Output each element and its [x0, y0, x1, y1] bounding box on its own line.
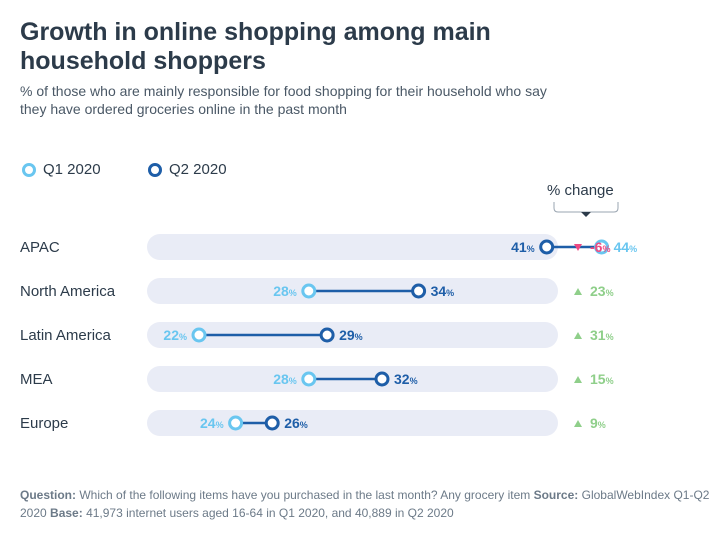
q1-point — [301, 283, 317, 299]
q2-value-label: 34% — [431, 283, 455, 299]
category-label: MEA — [20, 371, 53, 388]
q2-value-label: 29% — [339, 327, 363, 343]
q2-point — [264, 415, 280, 431]
q1-value-label: 28% — [273, 283, 297, 299]
row-track — [147, 322, 558, 348]
q2-point — [374, 371, 390, 387]
legend-q2-marker-icon — [148, 162, 162, 177]
q1-point — [191, 327, 207, 343]
q1-point — [228, 415, 244, 431]
q1-value-label: 44% — [614, 239, 638, 255]
pct-change-bracket — [553, 202, 619, 213]
category-label: North America — [20, 283, 116, 300]
pct-change-header: % change — [547, 182, 614, 199]
base-label: Base: — [50, 506, 83, 520]
change-up-icon — [574, 376, 582, 383]
q1-point — [301, 371, 317, 387]
legend-q2-label: Q2 2020 — [169, 161, 227, 178]
pct-change-label: 23% — [590, 283, 614, 299]
row-track — [147, 410, 558, 436]
change-up-icon — [574, 288, 582, 295]
q2-value-label: 26% — [284, 415, 308, 431]
q2-point — [539, 239, 555, 255]
pct-change-label: -6% — [590, 239, 610, 255]
legend-q2: Q2 2020 — [148, 161, 227, 178]
category-label: Europe — [20, 415, 68, 432]
pct-change-label: 15% — [590, 371, 614, 387]
base-text: 41,973 internet users aged 16-64 in Q1 2… — [86, 506, 454, 520]
change-up-icon — [574, 420, 582, 427]
source-text: GlobalWebIndex Q1-Q2 2020 — [20, 488, 710, 520]
source-label: Source: — [533, 488, 579, 502]
legend-q1-label: Q1 2020 — [43, 161, 101, 178]
footnote: Question: Which of the following items h… — [20, 486, 710, 522]
change-up-icon — [574, 332, 582, 339]
pct-change-label: 9% — [590, 415, 606, 431]
row-track — [147, 234, 558, 260]
q2-point — [319, 327, 335, 343]
pct-change-label: 31% — [590, 327, 614, 343]
q1-point — [594, 239, 610, 255]
legend-q1-marker-icon — [22, 162, 36, 177]
chart-title: Growth in online shopping among main hou… — [20, 18, 491, 75]
q1-value-label: 22% — [163, 327, 187, 343]
question-text: Which of the following items have you pu… — [79, 488, 531, 502]
change-down-icon — [574, 244, 582, 251]
q2-point — [411, 283, 427, 299]
pct-change-pointer-icon — [581, 212, 591, 217]
question-label: Question: — [20, 488, 76, 502]
legend-q1: Q1 2020 — [22, 161, 101, 178]
category-label: APAC — [20, 239, 60, 256]
chart-subtitle: % of those who are mainly responsible fo… — [20, 83, 547, 117]
q1-value-label: 28% — [273, 371, 297, 387]
q2-value-label: 41% — [511, 239, 535, 255]
q2-value-label: 32% — [394, 371, 418, 387]
q1-value-label: 24% — [200, 415, 224, 431]
category-label: Latin America — [20, 327, 112, 344]
